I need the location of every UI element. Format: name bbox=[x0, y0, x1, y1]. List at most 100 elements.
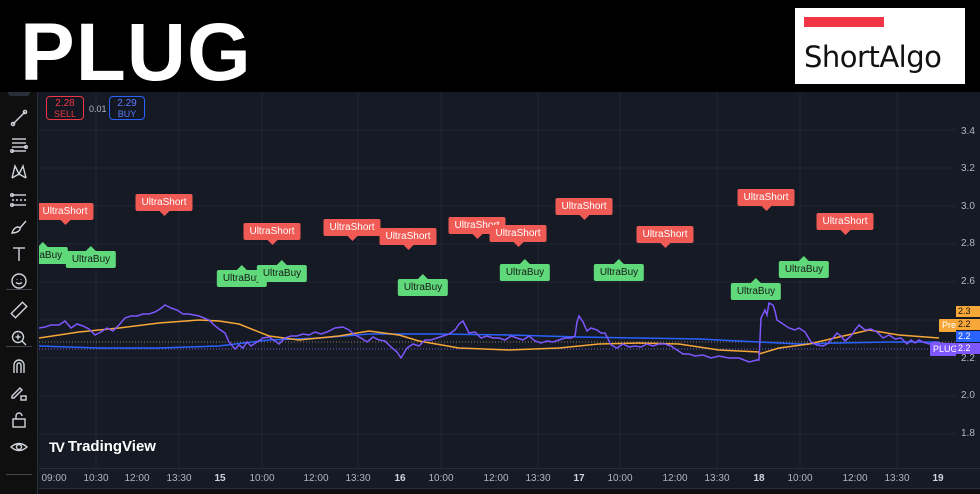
price-label-pre: 2.2 bbox=[956, 319, 980, 330]
trend-line-tool[interactable] bbox=[7, 106, 31, 130]
time-tick: 12:00 bbox=[662, 473, 688, 484]
ultrabuy-signal-label: UltraBuy bbox=[730, 278, 782, 300]
sell-button[interactable]: 2.28 SELL bbox=[46, 96, 84, 120]
ultrabuy-signal-label: UltraBuy bbox=[499, 259, 551, 281]
tradingview-label: TradingView bbox=[67, 438, 156, 455]
spread-value: 0.01 bbox=[89, 104, 107, 114]
ultrashort-signal-label: UltraShort bbox=[39, 203, 94, 225]
time-tick: 13:30 bbox=[704, 473, 730, 484]
time-tick: 15 bbox=[214, 473, 226, 484]
hide-drawings-tool[interactable] bbox=[7, 435, 31, 459]
smiley-icon bbox=[11, 273, 27, 289]
price-axis[interactable]: 3.4 3.2 3.0 2.8 2.6 2.2 2.0 1.8 2.3 2.2 … bbox=[956, 92, 980, 468]
ultrashort-signal-label: UltraShort bbox=[379, 228, 437, 250]
pre-market-tag: Pre bbox=[939, 319, 956, 332]
time-tick: 10:00 bbox=[249, 473, 275, 484]
time-tick: 13:30 bbox=[345, 473, 371, 484]
tradingview-logo[interactable]: TV TradingView bbox=[49, 438, 156, 455]
forecast-icon bbox=[10, 193, 26, 207]
toolbar-divider bbox=[6, 346, 32, 347]
toolbar-handle bbox=[8, 92, 30, 96]
symbol-tag: PLUG bbox=[930, 343, 956, 356]
brush-icon bbox=[11, 220, 27, 234]
time-tick: 16 bbox=[394, 473, 406, 484]
ultrashort-signal-label: UltraShort bbox=[555, 198, 613, 220]
shortalgo-logo: ShortAlgo bbox=[795, 8, 965, 84]
price-tick: 3.2 bbox=[961, 163, 975, 174]
ultrashort-signal-label: UltraShort bbox=[737, 189, 795, 211]
price-tick: 2.6 bbox=[961, 276, 975, 287]
price-tick: 2.2 bbox=[961, 353, 975, 364]
price-tick: 2.8 bbox=[961, 238, 975, 249]
ultrabuy-signal-label: UltraBuy bbox=[778, 256, 830, 278]
banner: PLUG ShortAlgo bbox=[0, 0, 980, 98]
chart-pane[interactable]: 2.28 SELL 0.01 2.29 BUY UltraShort UltraS… bbox=[39, 92, 956, 468]
time-tick: 10:00 bbox=[607, 473, 633, 484]
logo-text: ShortAlgo bbox=[804, 40, 942, 74]
time-tick: 17 bbox=[573, 473, 585, 484]
price-label-orange-high: 2.3 bbox=[956, 306, 980, 317]
eye-icon bbox=[9, 442, 29, 452]
time-tick: 12:00 bbox=[303, 473, 329, 484]
sell-label: SELL bbox=[53, 109, 77, 119]
text-icon bbox=[13, 247, 25, 261]
price-label-last: 2.2 bbox=[956, 343, 980, 354]
magnet-tool[interactable] bbox=[7, 354, 31, 378]
chart-canvas bbox=[39, 92, 956, 468]
lock-drawings-tool[interactable] bbox=[7, 381, 31, 405]
xabcd-pattern-icon bbox=[11, 163, 27, 179]
price-line bbox=[39, 301, 956, 363]
fib-retracement-tool[interactable] bbox=[7, 133, 31, 157]
logo-accent-bar bbox=[804, 17, 884, 27]
price-tick: 3.4 bbox=[961, 126, 975, 137]
ultrashort-signal-label: UltraShort bbox=[489, 225, 547, 247]
bottom-toolbar bbox=[39, 488, 980, 494]
toolbar-divider bbox=[6, 474, 32, 475]
time-tick: 19 bbox=[932, 473, 944, 484]
price-tick: 3.0 bbox=[961, 201, 975, 212]
tradingview-chart: 2.28 SELL 0.01 2.29 BUY UltraShort UltraS… bbox=[0, 92, 980, 494]
ultrabuy-signal-label: UltraBuy bbox=[397, 274, 449, 296]
ticker-title: PLUG bbox=[20, 7, 252, 98]
toolbar-divider bbox=[6, 289, 32, 290]
time-tick: 13:30 bbox=[166, 473, 192, 484]
text-tool[interactable] bbox=[7, 242, 31, 266]
ultrabuy-signal-label: UltraBuy bbox=[216, 265, 268, 287]
zoom-in-tool[interactable] bbox=[7, 326, 31, 350]
buy-price: 2.29 bbox=[117, 98, 137, 109]
sell-price: 2.28 bbox=[55, 98, 75, 109]
icon-tool[interactable] bbox=[7, 269, 31, 293]
ultrashort-signal-label: UltraShort bbox=[323, 219, 381, 241]
time-tick: 10:00 bbox=[787, 473, 813, 484]
time-tick: 12:00 bbox=[124, 473, 150, 484]
drawing-toolbar bbox=[0, 92, 38, 494]
ultrabuy-signal-label: UltraBuy bbox=[256, 260, 308, 282]
ultrabuy-signal-label: UltraBuy bbox=[65, 246, 117, 268]
magnet-icon bbox=[13, 359, 25, 373]
price-label-blue: 2.2 bbox=[956, 331, 980, 342]
time-axis[interactable]: 09:00 10:30 12:00 13:30 15 10:00 12:00 13:30 16 1… bbox=[39, 468, 980, 488]
buy-button[interactable]: 2.29 BUY bbox=[109, 96, 145, 120]
time-tick: 12:00 bbox=[483, 473, 509, 484]
time-tick: 18 bbox=[753, 473, 765, 484]
ultrabuy-signal-label: UltraBuy bbox=[593, 259, 645, 281]
tradingview-mark-icon: TV bbox=[49, 438, 65, 455]
pencil-lock-icon bbox=[11, 387, 27, 401]
unlock-icon bbox=[12, 412, 26, 428]
time-tick: 09:00 bbox=[41, 473, 67, 484]
ultrashort-signal-label: UltraShort bbox=[816, 213, 874, 235]
ultrashort-signal-label: UltraShort bbox=[243, 223, 301, 245]
measure-tool[interactable] bbox=[7, 298, 31, 322]
prediction-tool[interactable] bbox=[7, 188, 31, 212]
pattern-tool[interactable] bbox=[7, 160, 31, 184]
time-tick: 13:30 bbox=[525, 473, 551, 484]
fib-lines-icon bbox=[10, 138, 28, 153]
ultrabuy-signal-label: UltraBuy bbox=[39, 242, 69, 264]
time-tick: 10:30 bbox=[83, 473, 109, 484]
brush-tool[interactable] bbox=[7, 215, 31, 239]
time-tick: 13:30 bbox=[884, 473, 910, 484]
trend-line-icon bbox=[10, 109, 28, 127]
buy-label: BUY bbox=[117, 109, 137, 119]
lock-all-tool[interactable] bbox=[7, 408, 31, 432]
ultrashort-signal-label: UltraShort bbox=[636, 226, 694, 248]
